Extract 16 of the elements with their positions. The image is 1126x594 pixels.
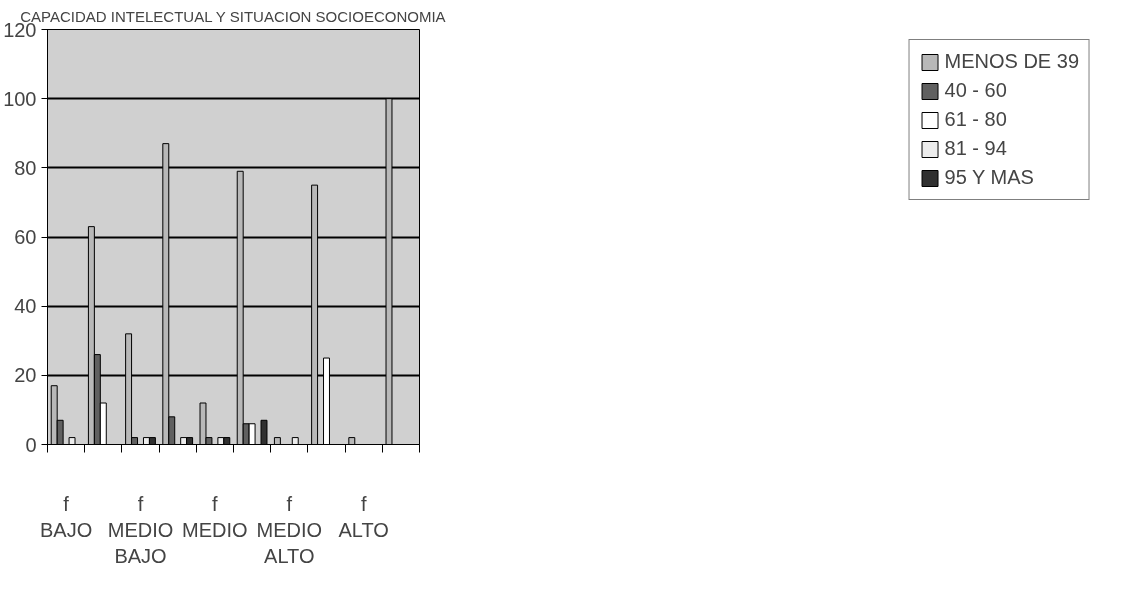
legend-label: 81 - 94 [944,137,1007,160]
x-tick-label: f BAJO [39,492,93,541]
legend-label: MENOS DE 39 [944,50,1079,73]
legend-label: 40 - 60 [944,79,1007,102]
y-tick-label: 100 [3,87,37,110]
y-tick-label: 20 [14,364,37,387]
y-tick-label: 80 [14,156,37,179]
x-tick-label: f MEDIO ALTO [256,492,323,568]
x-tick-label: f MEDIO [182,492,248,541]
y-tick-label: 40 [14,295,37,318]
x-tick-label: f ALTO [338,492,389,541]
x-tick-label: f MEDIO BAJO [107,492,174,568]
y-tick-label: 0 [25,433,37,456]
y-tick-label: 60 [14,226,37,248]
legend-label: 95 Y MAS [944,166,1034,189]
legend-label: 61 - 80 [944,108,1007,131]
